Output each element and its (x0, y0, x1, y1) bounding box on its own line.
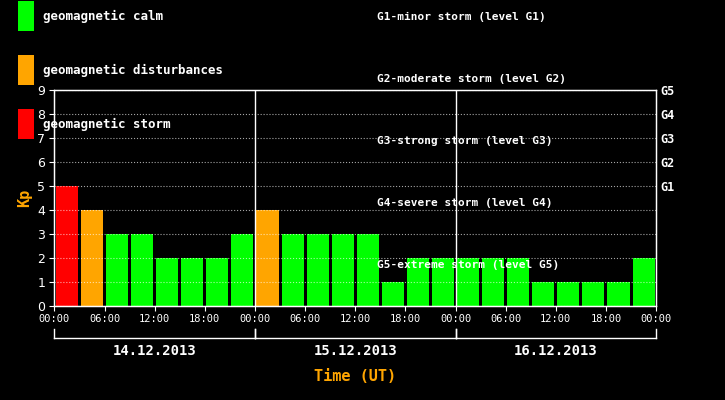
Text: G3-strong storm (level G3): G3-strong storm (level G3) (377, 136, 552, 146)
Bar (106, 234, 128, 306)
Text: G1-minor storm (level G1): G1-minor storm (level G1) (377, 12, 546, 22)
Bar (257, 210, 278, 306)
Bar (507, 258, 529, 306)
Bar (608, 282, 629, 306)
Text: G2-moderate storm (level G2): G2-moderate storm (level G2) (377, 74, 566, 84)
Bar (281, 234, 304, 306)
Y-axis label: Kp: Kp (17, 189, 32, 207)
Bar (532, 282, 555, 306)
Text: geomagnetic disturbances: geomagnetic disturbances (43, 64, 223, 76)
Bar (558, 282, 579, 306)
Bar (457, 258, 479, 306)
Bar (181, 258, 203, 306)
Bar (357, 234, 379, 306)
Bar (207, 258, 228, 306)
Bar (432, 258, 454, 306)
Text: geomagnetic calm: geomagnetic calm (43, 10, 163, 22)
Text: 14.12.2013: 14.12.2013 (113, 344, 196, 358)
Bar (56, 186, 78, 306)
Bar (407, 258, 429, 306)
Text: G5-extreme storm (level G5): G5-extreme storm (level G5) (377, 260, 559, 270)
Bar (231, 234, 254, 306)
Text: 15.12.2013: 15.12.2013 (313, 344, 397, 358)
Bar (131, 234, 153, 306)
Bar (632, 258, 655, 306)
Text: 16.12.2013: 16.12.2013 (514, 344, 597, 358)
Bar (156, 258, 178, 306)
Bar (81, 210, 103, 306)
Bar (382, 282, 404, 306)
Bar (482, 258, 504, 306)
Text: Time (UT): Time (UT) (314, 369, 397, 384)
Bar (582, 282, 605, 306)
Text: G4-severe storm (level G4): G4-severe storm (level G4) (377, 198, 552, 208)
Text: geomagnetic storm: geomagnetic storm (43, 118, 170, 130)
Bar (331, 234, 354, 306)
Bar (307, 234, 328, 306)
